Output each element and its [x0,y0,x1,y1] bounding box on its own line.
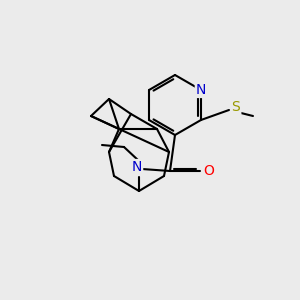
Text: N: N [196,83,206,97]
Text: S: S [232,100,240,114]
Text: N: N [132,160,142,174]
Text: O: O [204,164,214,178]
